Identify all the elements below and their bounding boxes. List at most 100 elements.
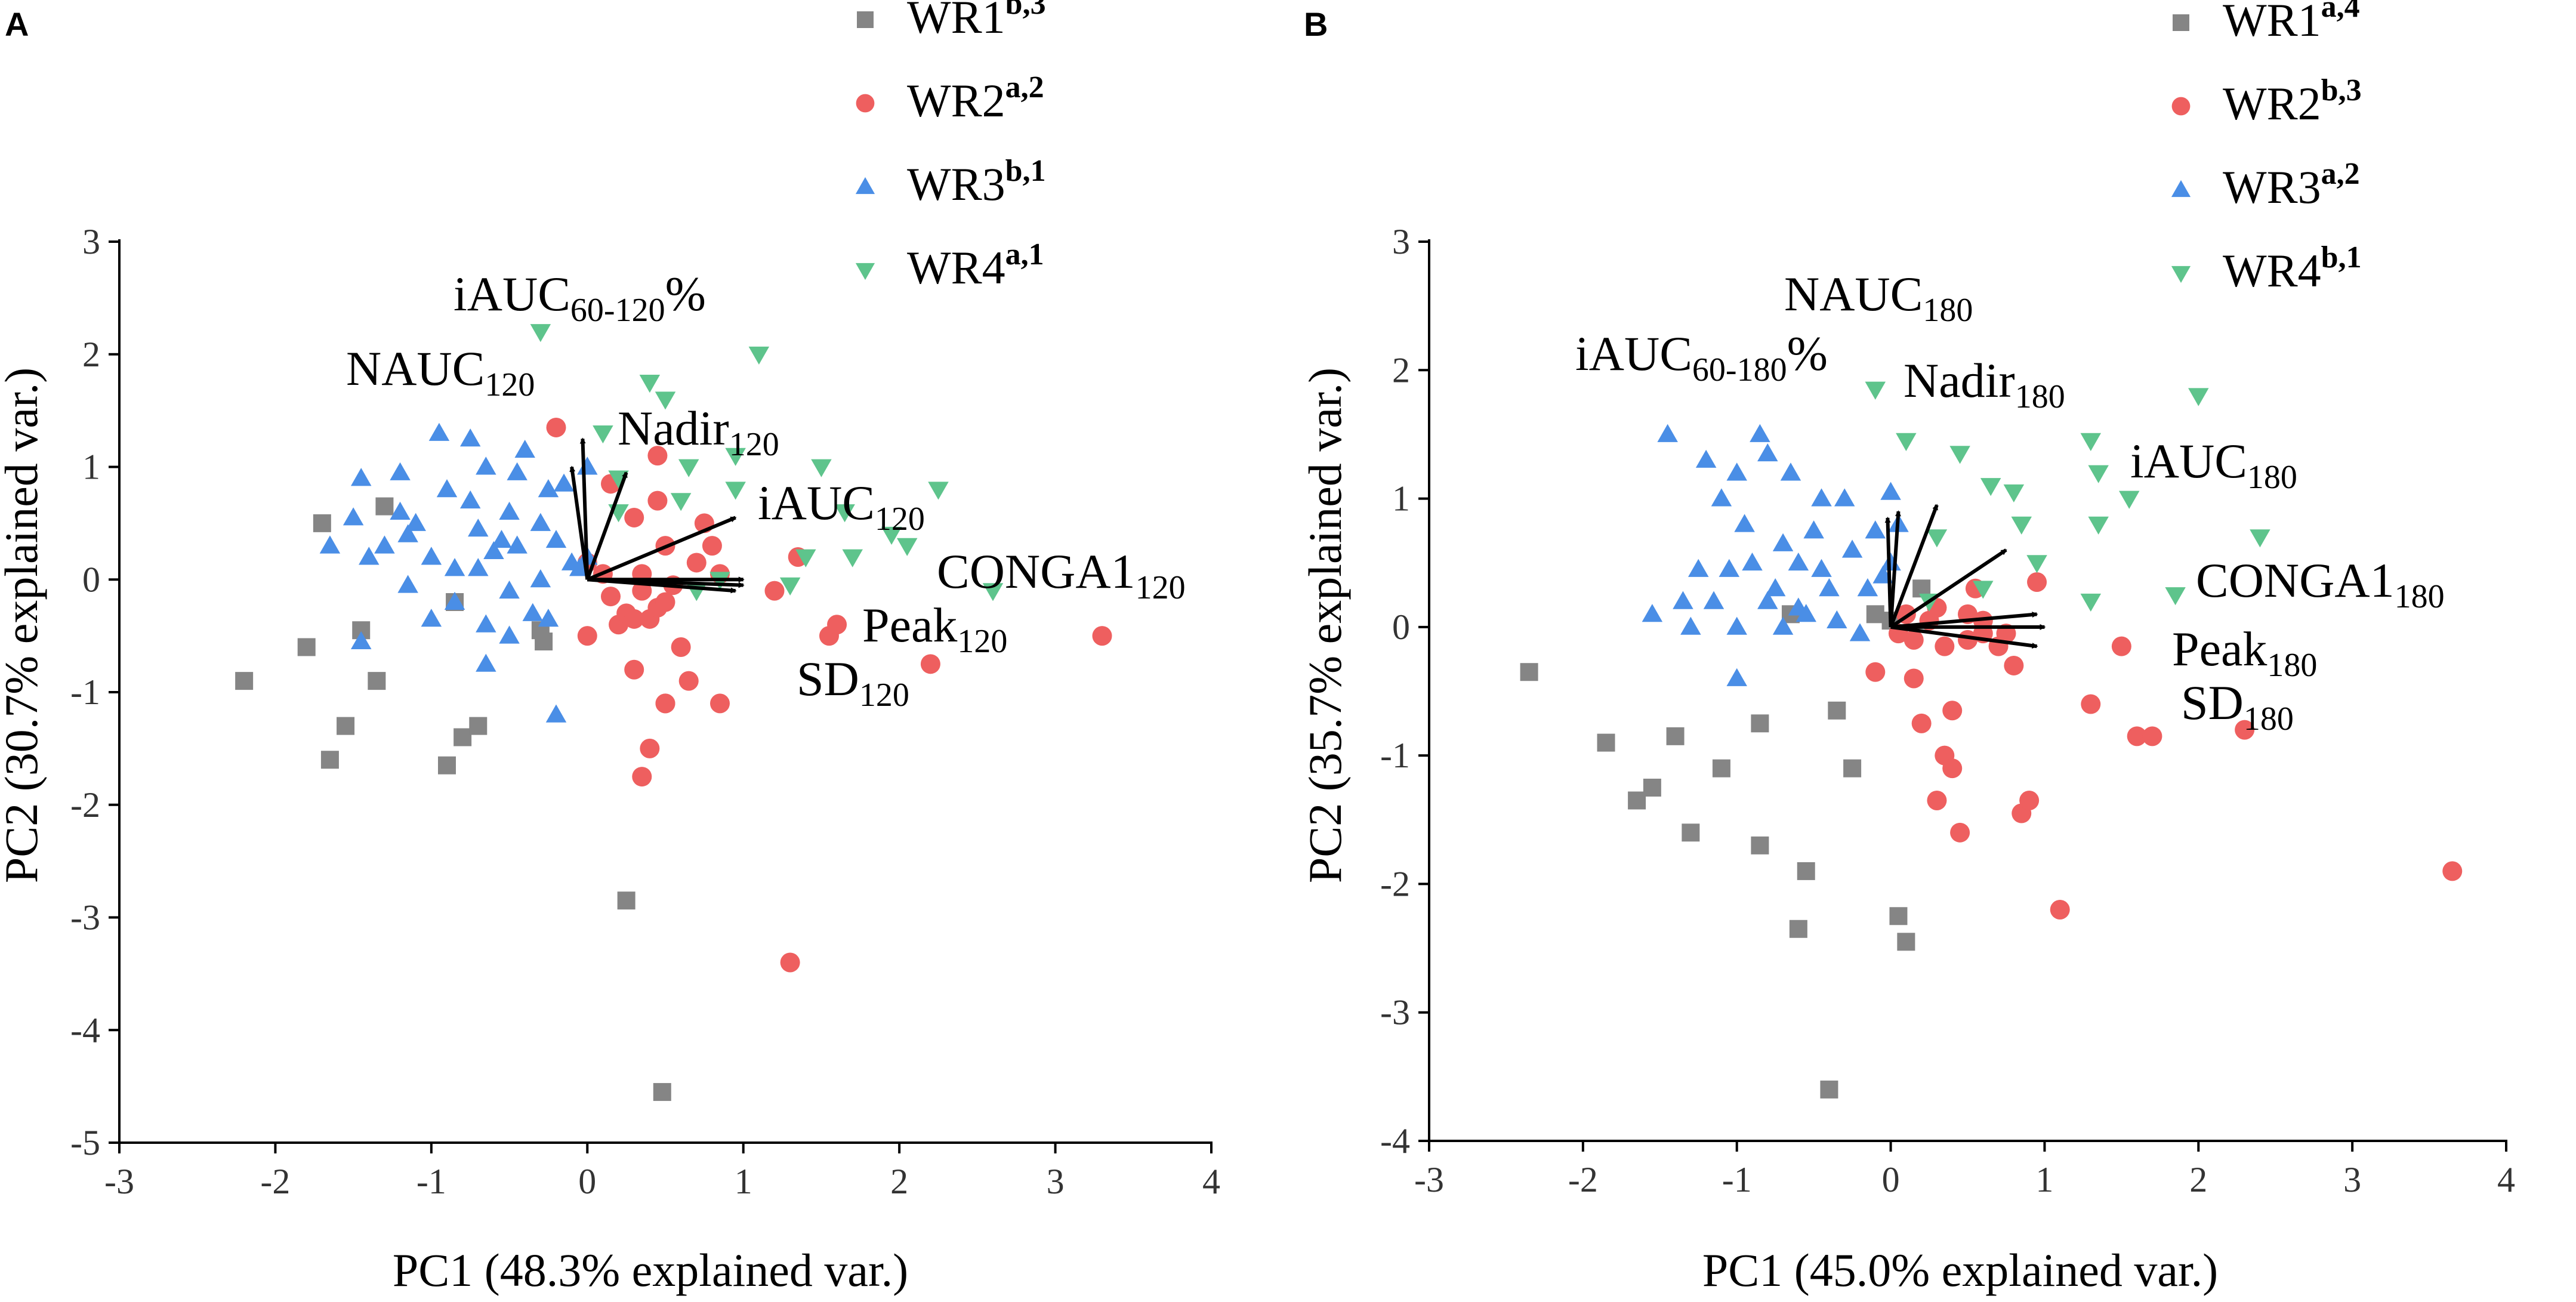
data-point-wr2 [1927, 790, 1947, 810]
data-point-wr4 [2003, 484, 2025, 503]
data-point-wr2 [624, 609, 644, 629]
data-point-wr4 [795, 549, 816, 567]
data-point-wr4 [1973, 581, 1994, 599]
data-point-wr2 [764, 581, 785, 601]
loading-arrow [585, 471, 628, 581]
data-point-wr4 [1980, 478, 2001, 496]
data-point-wr3 [390, 462, 411, 480]
data-point-wr2 [655, 693, 675, 714]
x-tick-label: -3 [104, 1162, 134, 1201]
data-point-wr3 [1788, 552, 1809, 571]
y-tick-label: 2 [82, 335, 100, 374]
data-point-wr2 [647, 490, 668, 511]
x-tick-label: -3 [1414, 1160, 1444, 1199]
data-point-wr3 [1849, 623, 1871, 641]
data-point-wr3 [499, 625, 520, 644]
data-point-wr3 [491, 529, 512, 548]
data-point-wr4 [1926, 529, 1948, 548]
data-point-wr4 [881, 526, 902, 545]
data-point-wr3 [538, 609, 559, 627]
data-point-wr2 [647, 446, 668, 466]
panel-a-loading-labels: iAUC60-120% NAUC120 Nadir120 iAUC120CONGA11… [346, 267, 1186, 714]
data-point-wr1 [653, 1083, 671, 1102]
legend-entry-wr4: WR4b,1 [2223, 240, 2362, 297]
x-tick-label: 0 [578, 1162, 596, 1201]
legend-marker-wr4 [2171, 266, 2191, 283]
data-point-wr4 [928, 482, 949, 500]
data-point-wr3 [1827, 610, 1847, 629]
x-tick-label: 0 [1882, 1160, 1900, 1199]
data-point-wr1 [1628, 791, 1646, 810]
x-tick-label: 3 [1047, 1162, 1065, 1201]
y-tick-label: 3 [1392, 222, 1410, 261]
data-point-wr2 [1942, 701, 1963, 721]
x-tick-label: -1 [1722, 1160, 1752, 1199]
x-tick-label: 4 [1202, 1162, 1220, 1201]
loading-label: Peak180 [2172, 622, 2317, 684]
panel-a-axes [118, 239, 1213, 1144]
loading-label: iAUC60-180% [1575, 326, 1828, 388]
data-point-wr2 [920, 654, 940, 674]
panel-a: A -3 -2 -1 0 1 2 3 4 -5 -4 -3 -2 -1 0 1 2 3 iAUC60-120% N… [0, 0, 1220, 1296]
data-point-wr3 [1726, 616, 1747, 635]
data-point-wr2 [686, 553, 707, 573]
panel-b-x-axis-title: PC1 (45.0% explained var.) [1702, 1244, 2218, 1296]
data-point-wr1 [1797, 862, 1815, 880]
data-point-wr1 [1643, 778, 1661, 797]
legend-marker-wr1 [857, 11, 874, 28]
data-point-wr3 [553, 473, 575, 492]
data-point-wr4 [811, 459, 832, 477]
data-point-wr2 [827, 615, 847, 635]
data-point-wr4 [2088, 516, 2109, 535]
data-point-wr2 [577, 626, 597, 646]
panel-b-points [1520, 381, 2463, 1099]
data-point-wr3 [1841, 539, 1863, 558]
data-point-wr2 [1904, 668, 1924, 689]
y-tick-label: -3 [1380, 993, 1410, 1032]
data-point-wr1 [368, 672, 386, 690]
x-tick-label: 2 [890, 1162, 908, 1201]
y-tick-label: -2 [1380, 864, 1410, 903]
data-point-wr4 [2250, 529, 2270, 548]
data-point-wr4 [748, 346, 770, 365]
legend-entry-wr1: WR1b,3 [907, 0, 1046, 43]
loading-arrow [1890, 612, 2038, 629]
loading-arrow [569, 465, 590, 580]
loading-label: iAUC180 [2130, 434, 2297, 496]
data-point-wr1 [313, 514, 331, 532]
data-point-wr1 [1520, 663, 1538, 681]
data-point-wr2 [1865, 662, 1886, 682]
data-point-wr2 [632, 581, 652, 601]
data-point-wr2 [601, 587, 621, 607]
data-point-wr2 [2442, 861, 2463, 881]
data-point-wr3 [374, 535, 395, 554]
data-point-wr2 [2235, 720, 2255, 740]
data-point-wr3 [1757, 591, 1778, 609]
legend-marker-wr3 [855, 177, 875, 195]
x-tick-label: -2 [260, 1162, 290, 1201]
data-point-wr3 [499, 501, 520, 520]
data-point-wr3 [1819, 578, 1840, 597]
data-point-wr1 [1897, 933, 1915, 951]
data-point-wr3 [499, 580, 520, 599]
panel-b-legend: WR1a,4 WR2b,3 WR3a,2 WR4b,1 [2171, 0, 2362, 297]
data-point-wr1 [1682, 823, 1700, 842]
data-point-wr2 [546, 417, 566, 437]
data-point-wr3 [319, 535, 341, 554]
data-point-wr4 [2165, 587, 2186, 606]
panel-a-legend: WR1b,3 WR2a,2 WR3b,1 WR4a,1 [855, 0, 1046, 294]
data-point-wr2 [678, 671, 699, 691]
loading-label: Nadir180 [1904, 353, 2065, 415]
data-point-wr1 [617, 891, 635, 910]
data-point-wr3 [1695, 449, 1717, 468]
panel-a-loading-arrows [569, 437, 745, 594]
data-point-wr3 [1834, 488, 1855, 507]
data-point-wr4 [2080, 593, 2102, 612]
data-point-wr3 [1673, 591, 1693, 609]
loading-label: Nadir120 [618, 401, 779, 463]
legend-entry-wr1: WR1a,4 [2223, 0, 2360, 46]
data-point-wr3 [359, 547, 380, 565]
data-point-wr4 [678, 459, 699, 477]
data-point-wr1 [1666, 727, 1685, 745]
